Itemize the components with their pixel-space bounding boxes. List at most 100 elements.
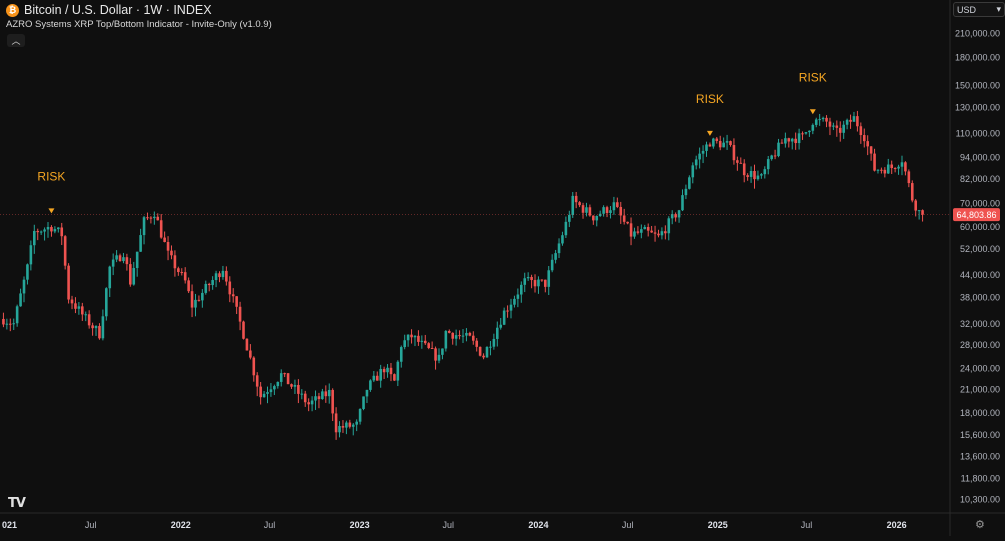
time-tick-label: Jul	[443, 520, 455, 530]
candle-body	[173, 255, 177, 269]
candle-body	[46, 227, 50, 230]
candle-body	[876, 169, 880, 171]
candle-body	[142, 217, 146, 236]
candle-body	[602, 207, 605, 214]
candle-body	[890, 164, 893, 169]
indicator-title[interactable]: AZRO Systems XRP Top/Bottom Indicator - …	[6, 19, 272, 30]
time-tick-label: 2022	[171, 520, 191, 530]
candle-body	[386, 367, 389, 373]
candle-body	[688, 177, 691, 189]
candle-body	[238, 306, 242, 322]
candle-body	[622, 215, 626, 222]
candle-body	[351, 424, 355, 427]
candle-body	[437, 354, 441, 361]
candle-body	[729, 141, 732, 146]
candle-body	[417, 335, 420, 342]
candle-body	[523, 278, 527, 285]
candle-body	[801, 133, 804, 135]
candle-body	[420, 340, 424, 342]
collapse-indicators-button[interactable]: ︿	[7, 34, 25, 47]
candle-body	[39, 231, 43, 233]
time-tick-label: 2026	[887, 520, 907, 530]
candle-body	[640, 229, 643, 233]
candle-body	[235, 296, 238, 307]
candle-body	[797, 133, 801, 144]
candle-body	[691, 165, 695, 178]
candle-body	[91, 325, 94, 329]
candle-body	[794, 138, 797, 144]
price-tick-label: 11,800.00	[961, 473, 1000, 483]
candle-body	[849, 119, 852, 122]
candle-body	[564, 221, 568, 236]
candle-body	[310, 400, 314, 405]
candle-body	[307, 402, 310, 405]
price-axis[interactable]: 210,000.00 180,000.00 150,000.00 130,000.00…	[955, 29, 1000, 505]
last-price-badge	[953, 208, 1000, 222]
candle-body	[852, 116, 856, 122]
candle-body	[362, 396, 365, 409]
candle-body	[32, 230, 36, 246]
candle-body	[324, 391, 328, 397]
candle-body	[63, 236, 67, 266]
signal-marker	[809, 109, 816, 115]
candle-body	[122, 257, 125, 262]
candle-body	[170, 250, 173, 256]
candle-body	[177, 268, 180, 273]
candle-body	[218, 273, 221, 278]
time-tick-label: Jul	[264, 520, 276, 530]
candle-body	[413, 335, 417, 338]
tradingview-logo[interactable]: TV	[8, 496, 26, 511]
candle-body	[36, 230, 40, 233]
candle-body	[814, 119, 818, 125]
candle-body	[139, 235, 142, 252]
candle-body	[547, 270, 551, 287]
currency-selector[interactable]: USD ▾	[953, 2, 1005, 17]
candle-body	[664, 231, 667, 234]
candle-body	[677, 210, 681, 218]
time-axis[interactable]: 021 Jul 2022 Jul 2023 Jul 2024 Jul 2025 Jul 2026	[2, 520, 907, 530]
candle-body	[773, 155, 777, 157]
candle-body	[108, 266, 112, 289]
candle-body	[348, 422, 352, 427]
candle-body	[252, 357, 256, 376]
candle-body	[736, 160, 739, 163]
candle-body	[423, 340, 427, 344]
candle-body	[866, 141, 869, 147]
candle-body	[303, 393, 307, 403]
candle-body	[314, 396, 317, 401]
candle-body	[485, 347, 489, 358]
candle-body	[712, 138, 715, 147]
candle-body	[269, 389, 273, 393]
candle-body	[581, 205, 585, 213]
symbol-title[interactable]: Bitcoin / U.S. Dollar · 1W · INDEX	[24, 3, 212, 17]
candle-body	[643, 227, 647, 230]
candle-body	[465, 332, 468, 336]
candle-body	[201, 292, 204, 301]
candle-body	[382, 368, 386, 373]
gear-icon[interactable]: ⚙	[975, 519, 985, 531]
price-tick-label: 60,000.00	[960, 222, 1000, 232]
candle-body	[259, 386, 262, 398]
candle-body	[249, 350, 252, 358]
candle-body	[50, 227, 53, 232]
candle-body	[375, 375, 379, 381]
chevron-up-icon: ︿	[11, 36, 21, 46]
candle-body	[756, 175, 760, 180]
candle-body	[276, 381, 280, 387]
candle-body	[197, 299, 201, 301]
candle-body	[156, 216, 160, 221]
candle-body	[194, 299, 197, 308]
candle-body	[135, 251, 139, 269]
candle-body	[70, 299, 74, 304]
candle-body	[187, 280, 190, 292]
signal-marker	[48, 208, 55, 214]
candle-body	[358, 408, 362, 422]
candle-body	[341, 426, 345, 428]
candle-body	[708, 144, 712, 147]
candle-body	[571, 195, 575, 215]
candle-body	[207, 283, 211, 286]
candle-body	[478, 346, 482, 356]
symbol-header[interactable]: ₿ Bitcoin / U.S. Dollar · 1W · INDEX	[6, 3, 212, 17]
